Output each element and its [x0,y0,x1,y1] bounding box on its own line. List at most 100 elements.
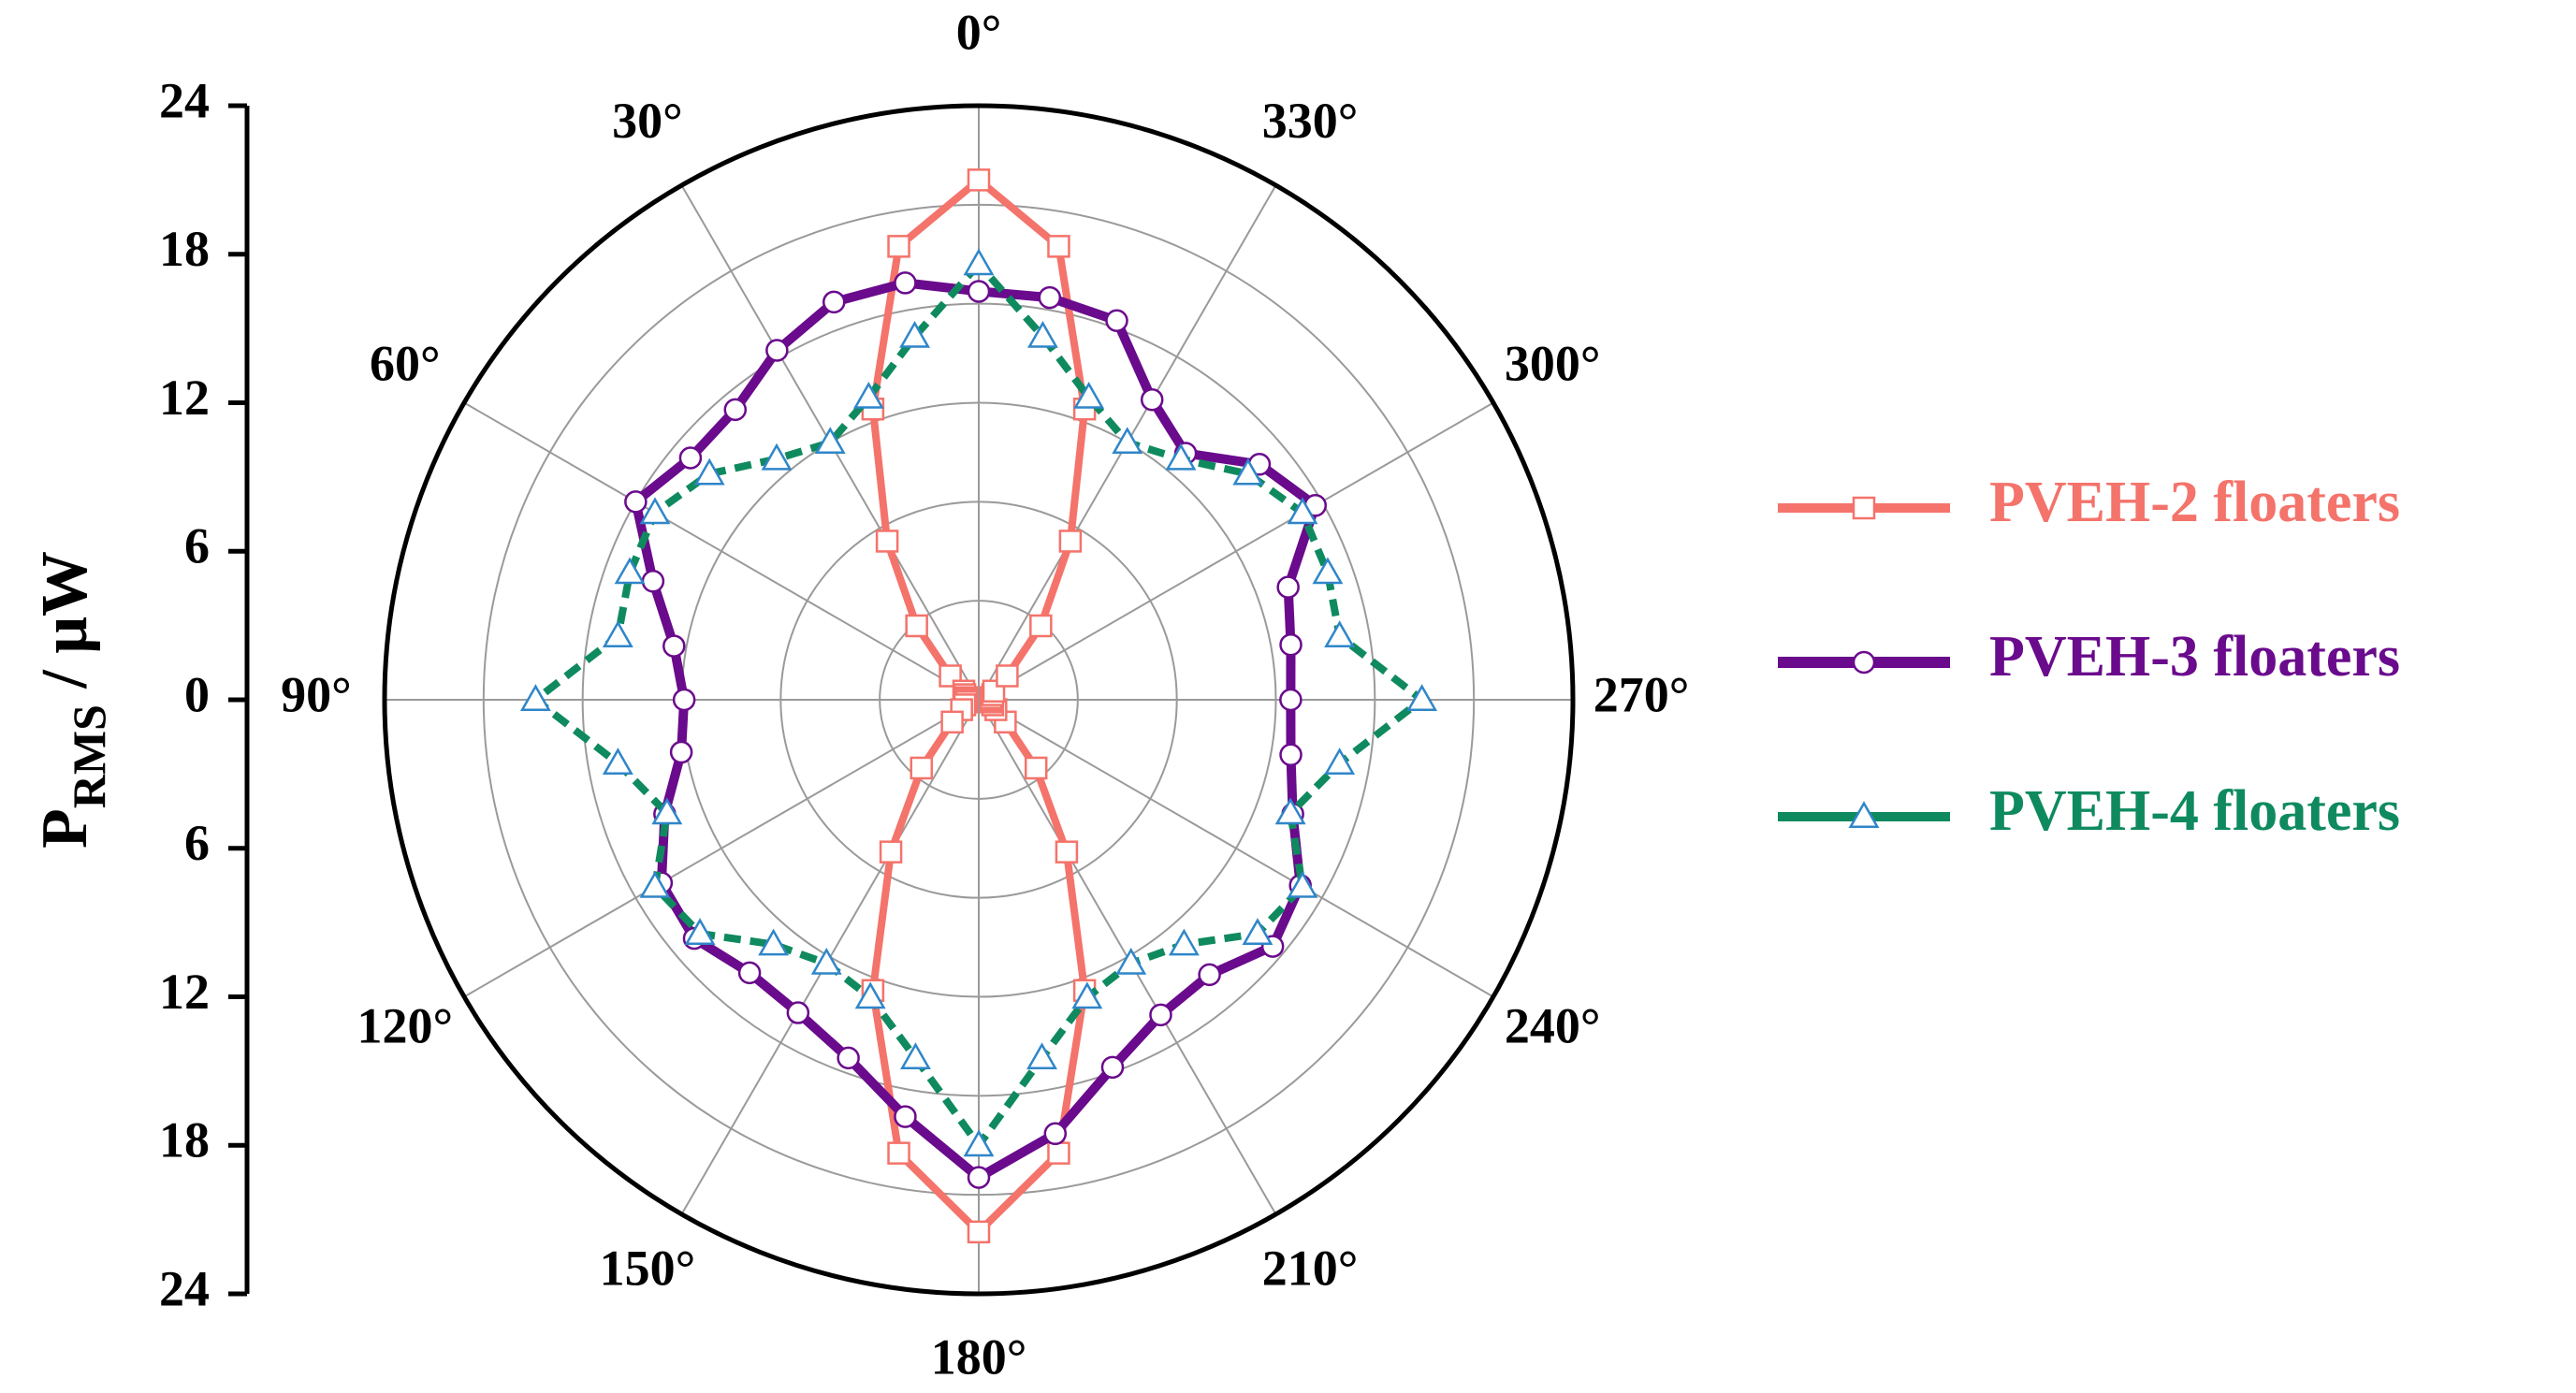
series-group [861,168,1097,1244]
data-point [1027,320,1058,348]
legend-label: PVEH-3 floaters [1989,625,2400,689]
data-point [1047,1141,1070,1165]
data-point [1026,1042,1057,1070]
data-point [669,740,693,764]
data-point [894,1105,917,1128]
radial-tick-label: 24 [159,1260,210,1316]
data-point [614,557,646,585]
data-point [1105,309,1128,332]
outer-circle [382,103,1576,1297]
data-point [678,446,703,470]
data-point [1232,457,1264,486]
data-point [967,280,991,303]
y-axis-label: PRMS / μW [29,551,115,849]
grid-spoke [978,401,1494,701]
data-point [1024,756,1048,780]
data-point [786,1001,810,1024]
angle-label: 240° [1505,997,1601,1053]
data-point [672,688,696,712]
data-point [693,457,725,486]
data-point [602,620,633,647]
data-point [887,1141,910,1165]
radial-tick-label: 6 [184,815,210,871]
data-point [1029,614,1053,638]
angle-label: 330° [1262,93,1359,149]
grid-spoke [463,699,980,998]
angle-label: 210° [1262,1241,1359,1297]
data-point [639,497,671,525]
data-point [662,634,686,658]
radial-tick-label: 18 [159,221,210,277]
angle-label: 60° [370,335,441,391]
data-point [1276,575,1300,599]
radial-tick-label: 18 [159,1112,210,1168]
data-point [1312,557,1344,585]
data-point [810,948,842,975]
data-point [761,443,793,471]
data-point [765,339,789,362]
y-axis-title-unit: / μW [29,551,101,704]
data-point [602,747,633,775]
data-point [875,530,899,553]
data-point [1165,443,1197,471]
data-point [1274,797,1306,825]
legend-label: PVEH-4 floaters [1989,779,2400,843]
data-point [737,961,762,985]
legend-label: PVEH-2 floaters [1989,471,2400,534]
data-point [1149,1003,1172,1027]
data-point [641,570,665,593]
data-point [723,398,748,422]
series-group [519,248,1438,1157]
data-point [1287,870,1318,898]
data-point [967,168,991,192]
radial-tick-label: 12 [159,964,210,1020]
data-point [1055,840,1079,863]
data-point [899,320,930,348]
data-point [1038,285,1062,310]
data-point [1073,381,1105,409]
angle-label: 30° [612,93,683,149]
data-point [1324,747,1356,775]
outer-ring [382,103,1576,1297]
data-point [963,1129,995,1157]
angle-labels: 0° 30° 60° 90° 120° 150° 180° 210° 240° 270° 300° 3… [281,4,1689,1385]
radial-tick-label: 0 [184,666,210,722]
angle-label: 270° [1594,666,1690,722]
data-point [967,1220,991,1244]
data-point [1242,918,1273,945]
data-point [854,981,886,1009]
series-group [624,271,1327,1189]
data-point [519,684,551,711]
angle-label: 90° [281,666,352,722]
data-point [822,290,846,314]
data-point [624,490,648,514]
data-point [814,427,846,455]
data-point [1279,743,1303,767]
data-point [1115,948,1147,975]
data-point [894,271,917,295]
data-point [651,797,683,825]
angle-label: 150° [600,1241,696,1297]
data-point [1279,632,1303,657]
angle-label: 120° [357,997,454,1053]
y-axis-title: PRMS / μW [29,551,115,849]
data-point [1324,620,1356,647]
radial-tick-label: 24 [159,72,210,128]
data-point [1112,427,1143,455]
data-point [996,664,1019,688]
data-point [887,235,910,258]
data-point [1279,688,1303,712]
data-point [1100,1055,1125,1080]
legend: PVEH-2 floaters PVEH-3 floaters PVEH-4 flo… [1778,471,2400,843]
angle-label: 180° [931,1328,1027,1385]
data-point [905,614,928,638]
data-point [1168,928,1200,956]
data-point [1852,496,1876,520]
series-layer [519,168,1438,1244]
data-point [879,840,903,863]
data-point [639,870,671,898]
radial-tick-label: 6 [184,518,210,574]
data-point [852,381,884,409]
data-point [1058,530,1083,553]
